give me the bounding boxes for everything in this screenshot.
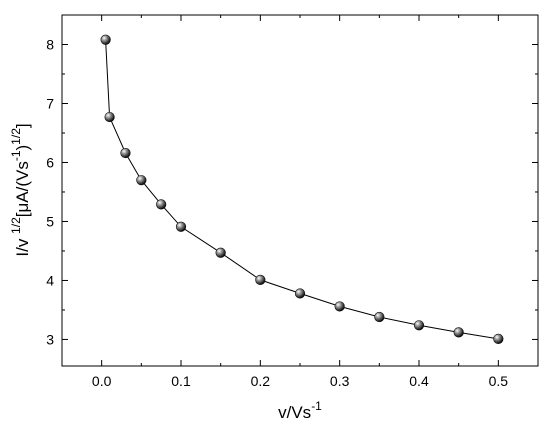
data-point: [413, 320, 425, 331]
x-axis-title: v/Vs-1: [278, 399, 322, 422]
y-tick-label: 8: [46, 36, 54, 52]
data-points: [100, 34, 504, 344]
y-tick-label: 3: [46, 331, 54, 347]
x-tick-label: 0.0: [92, 373, 112, 389]
data-point: [136, 175, 147, 186]
x-tick-label: 0.1: [171, 373, 191, 389]
data-point: [255, 274, 266, 285]
x-tick-label: 0.4: [409, 373, 429, 389]
x-tick-labels: 0.0 0.1 0.2 0.3 0.4 0.5: [92, 373, 508, 389]
y-axis-title: I/v 1/2[μA/(Vs-1)1/2]: [9, 123, 32, 256]
x-tick-label: 0.3: [330, 373, 350, 389]
data-point: [294, 288, 306, 299]
y-tick-label: 4: [46, 272, 54, 288]
data-point: [120, 147, 131, 159]
data-point: [215, 247, 226, 258]
y-tick-label: 7: [46, 95, 54, 111]
data-point: [453, 327, 464, 338]
data-point: [374, 311, 385, 323]
y-tick-labels: 3 4 5 6 7 8: [46, 36, 54, 347]
data-point: [493, 333, 504, 344]
data-point: [334, 301, 345, 312]
plot-frame: [61, 14, 539, 367]
y-tick-label: 5: [46, 213, 54, 229]
data-point: [104, 111, 115, 123]
x-tick-label: 0.2: [251, 373, 271, 389]
data-point: [100, 34, 111, 45]
y-tick-label: 6: [46, 154, 54, 170]
axis-ticks: [61, 15, 538, 366]
data-point: [175, 221, 187, 232]
data-point: [156, 199, 167, 210]
x-tick-label: 0.5: [489, 373, 509, 389]
series-line: [105, 39, 499, 340]
